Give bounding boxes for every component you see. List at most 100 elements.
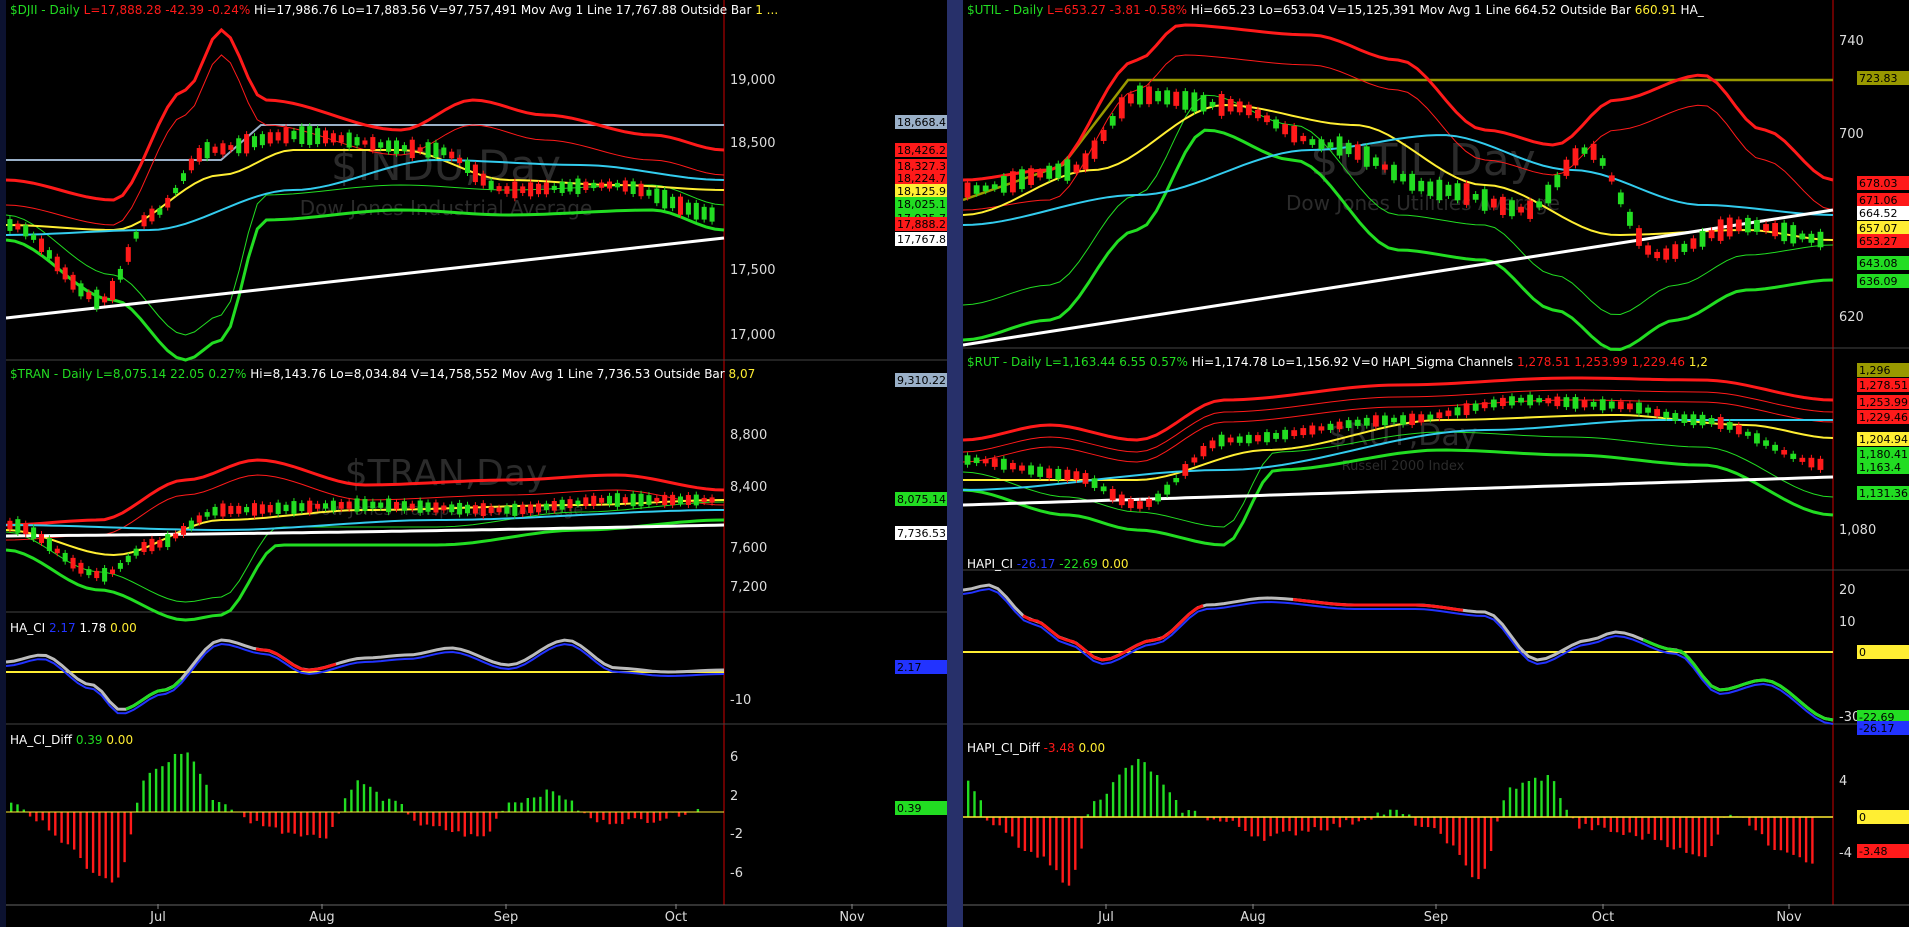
tran-candle	[15, 519, 21, 533]
util-candle	[1763, 224, 1769, 232]
dji-candle	[78, 283, 84, 297]
dji-candle	[23, 225, 29, 237]
util-candle	[1191, 92, 1198, 112]
hapi-ci-diff-bar	[979, 800, 982, 817]
dji-header-field: V=97,757,491	[430, 3, 521, 17]
rut-candle	[1254, 435, 1261, 442]
haci-diff-bar	[388, 798, 391, 812]
hapi-ci-diff-bar	[973, 791, 976, 817]
hapi-ci-diff-bar	[1609, 817, 1612, 832]
util-candle	[1463, 183, 1470, 205]
haci-header-field: 2.17	[49, 621, 80, 635]
dji-header-field: Hi=17,986.76	[254, 3, 341, 17]
hapi-ci-diff-header-field: HAPI_CI_Diff	[967, 741, 1044, 755]
util-header-field: -0.58%	[1145, 3, 1191, 17]
rut-candle	[1472, 403, 1479, 411]
hapi-ci-diff-bar	[1546, 775, 1549, 817]
hapi-ci-diff-bar	[1313, 817, 1316, 828]
rut-candle	[1209, 440, 1216, 449]
dji-candle	[46, 250, 52, 259]
util-candle	[1137, 85, 1143, 105]
hapi-ci-header-field: HAPI_CI	[967, 557, 1017, 571]
util-lower-band-outer	[963, 128, 1834, 352]
dji-candle	[157, 208, 163, 215]
hapi-ci-diff-bar	[1521, 782, 1524, 817]
dji-mid-line	[6, 149, 725, 232]
util-ytick-label: 740	[1839, 34, 1864, 49]
hapi-ci-diff-bar	[1603, 817, 1606, 828]
hapi-ci-diff-bar	[1357, 817, 1360, 822]
rut-candle	[1109, 488, 1116, 501]
tran-candle	[212, 506, 218, 516]
rut-candle	[1454, 407, 1461, 416]
rut-candle	[1264, 432, 1270, 443]
haci-diff-bar	[451, 812, 454, 833]
hapi-ci-diff-bar	[985, 817, 989, 821]
dji-candle	[378, 142, 384, 148]
tran-candle	[228, 505, 234, 514]
hapi-ci-diff-bar	[1149, 771, 1153, 817]
hapi-ci-diff-bar	[1628, 817, 1631, 833]
dji-candle	[291, 130, 297, 140]
util-candle	[1028, 168, 1034, 185]
rut-candle	[1527, 394, 1534, 406]
dji-candle	[7, 219, 13, 231]
haci-diff-bar	[696, 809, 700, 812]
rut-price-tag-text: 1,278.51	[1859, 379, 1908, 392]
rut-candle	[1490, 399, 1497, 408]
hapi-ci-diff-bar	[1496, 817, 1499, 822]
tran-candle	[425, 502, 431, 512]
rut-candle	[1418, 414, 1425, 423]
tran-candle	[70, 557, 76, 569]
hapi-ci-diff-bar	[1515, 788, 1518, 817]
tran-candle	[441, 505, 447, 511]
hapi-ci-diff-bar	[1565, 809, 1568, 817]
hapi-ci-diff-bar	[1294, 817, 1297, 836]
util-candle	[1536, 201, 1543, 208]
tran-candle	[362, 499, 368, 511]
left-chart-window[interactable]: $DJII - Daily L=17,888.28 -42.39 -0.24% …	[6, 0, 947, 927]
hapi-ci-diff-bar	[1338, 817, 1342, 828]
haci-diff-bar	[91, 812, 95, 873]
rut-candle	[1726, 422, 1733, 430]
dji-header-field: 17,767.88	[616, 3, 681, 17]
tran-candle	[472, 505, 478, 514]
hapi-ci-value-tag-text: -22.69	[1859, 711, 1894, 724]
hapi-ci-diff-bar	[1263, 817, 1266, 841]
hapi-ci-diff-bar	[1452, 817, 1455, 846]
tran-candle	[165, 534, 171, 548]
dji-candle	[535, 183, 542, 195]
dji-price-tag-bg	[895, 171, 947, 185]
hapi-ci-diff-bar	[1754, 817, 1757, 831]
hapi-ci-diff-bar	[1345, 817, 1348, 821]
util-header-field: L=653.27	[1047, 3, 1110, 17]
haci-diff-bar	[173, 753, 177, 812]
dji-candle	[393, 140, 400, 154]
util-header-field: V=15,125,391	[1329, 3, 1420, 17]
tran-candle	[31, 527, 37, 539]
left-month-label-oct: Oct	[665, 910, 687, 925]
right-chart-window[interactable]: $UTIL - Daily L=653.27 -3.81 -0.58% Hi=6…	[963, 0, 1909, 927]
util-header-field: Hi=665.23	[1191, 3, 1259, 17]
window-splitter[interactable]	[947, 0, 963, 927]
left-chart-canvas[interactable]: $DJII - Daily L=17,888.28 -42.39 -0.24% …	[6, 0, 947, 927]
tran-candle	[646, 495, 652, 505]
haci-diff-bar	[394, 800, 397, 812]
util-candle	[1400, 173, 1406, 182]
util-price-tag-bg	[1857, 71, 1909, 85]
dji-candle	[212, 146, 218, 153]
util-candle	[1073, 164, 1080, 173]
haci-diff-bar	[199, 773, 202, 812]
haci-diff-ytick-label: -6	[730, 866, 743, 881]
tran-candle	[180, 525, 187, 535]
util-candle	[1155, 91, 1161, 102]
haci-diff-ytick-label: -2	[730, 827, 743, 842]
dji-ema-line	[6, 158, 725, 236]
rut-candle	[1717, 417, 1724, 429]
haci-diff-bar	[73, 812, 76, 850]
hapi-ci-diff-bar	[1143, 762, 1146, 817]
dji-candle	[559, 181, 565, 193]
dji-candle	[709, 207, 715, 222]
tran-candle	[583, 497, 589, 506]
right-chart-canvas[interactable]: $UTIL - Daily L=653.27 -3.81 -0.58% Hi=6…	[963, 0, 1909, 927]
